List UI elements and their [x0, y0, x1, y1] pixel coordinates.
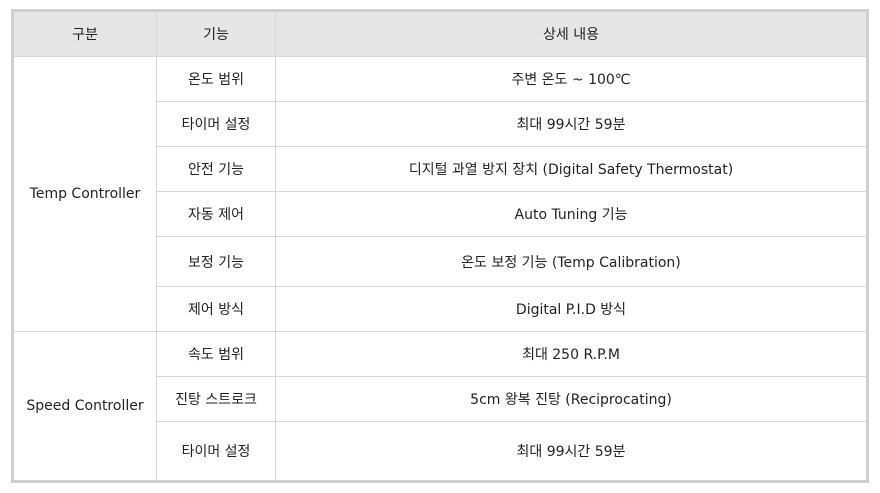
header-category: 구분	[12, 10, 157, 57]
group-name-cell: Temp Controller	[12, 56, 157, 332]
detail-cell: 주변 온도 ~ 100℃	[275, 56, 868, 102]
table-row: Temp Controller 온도 범위 주변 온도 ~ 100℃	[12, 56, 868, 332]
header-detail: 상세 내용	[275, 10, 868, 57]
table-row: 보정 기능 온도 보정 기능 (Temp Calibration)	[13, 236, 868, 287]
table-row: 안전 기능 디지털 과열 방지 장치 (Digital Safety Thermo…	[13, 146, 868, 192]
detail-cell: 5cm 왕복 진탕 (Reciprocating)	[275, 376, 868, 422]
detail-cell: 최대 99시간 59분	[275, 421, 868, 482]
detail-cell: 최대 250 R.P.M	[275, 331, 868, 377]
table-row: Speed Controller 속도 범위 최대 250 R.P.M	[12, 331, 868, 482]
table-row: 자동 제어 Auto Tuning 기능	[13, 191, 868, 237]
detail-cell: 디지털 과열 방지 장치 (Digital Safety Thermostat)	[275, 146, 868, 192]
table-row: 제어 방식 Digital P.I.D 방식	[13, 286, 868, 332]
feature-cell: 진탕 스트로크	[156, 376, 276, 422]
feature-cell: 안전 기능	[156, 146, 276, 192]
feature-cell: 자동 제어	[156, 191, 276, 237]
header-row: 구분 기능 상세 내용	[12, 10, 868, 57]
table-row: 타이머 설정 최대 99시간 59분	[13, 101, 868, 147]
feature-cell: 속도 범위	[156, 331, 276, 377]
feature-cell: 타이머 설정	[156, 421, 276, 482]
feature-cell: 타이머 설정	[156, 101, 276, 147]
group-name-cell: Speed Controller	[12, 331, 157, 482]
detail-cell: 온도 보정 기능 (Temp Calibration)	[275, 236, 868, 287]
detail-cell: 최대 99시간 59분	[275, 101, 868, 147]
feature-cell: 제어 방식	[156, 286, 276, 332]
table-row: 진탕 스트로크 5cm 왕복 진탕 (Reciprocating)	[13, 376, 868, 422]
detail-cell: Auto Tuning 기능	[275, 191, 868, 237]
detail-cell: Digital P.I.D 방식	[275, 286, 868, 332]
feature-cell: 온도 범위	[156, 56, 276, 102]
feature-cell: 보정 기능	[156, 236, 276, 287]
header-feature: 기능	[156, 10, 276, 57]
spec-table: 구분 기능 상세 내용 Temp Controller 온도 범위 주변 온도 ~ …	[11, 9, 869, 483]
table-row: 타이머 설정 최대 99시간 59분	[13, 421, 868, 482]
